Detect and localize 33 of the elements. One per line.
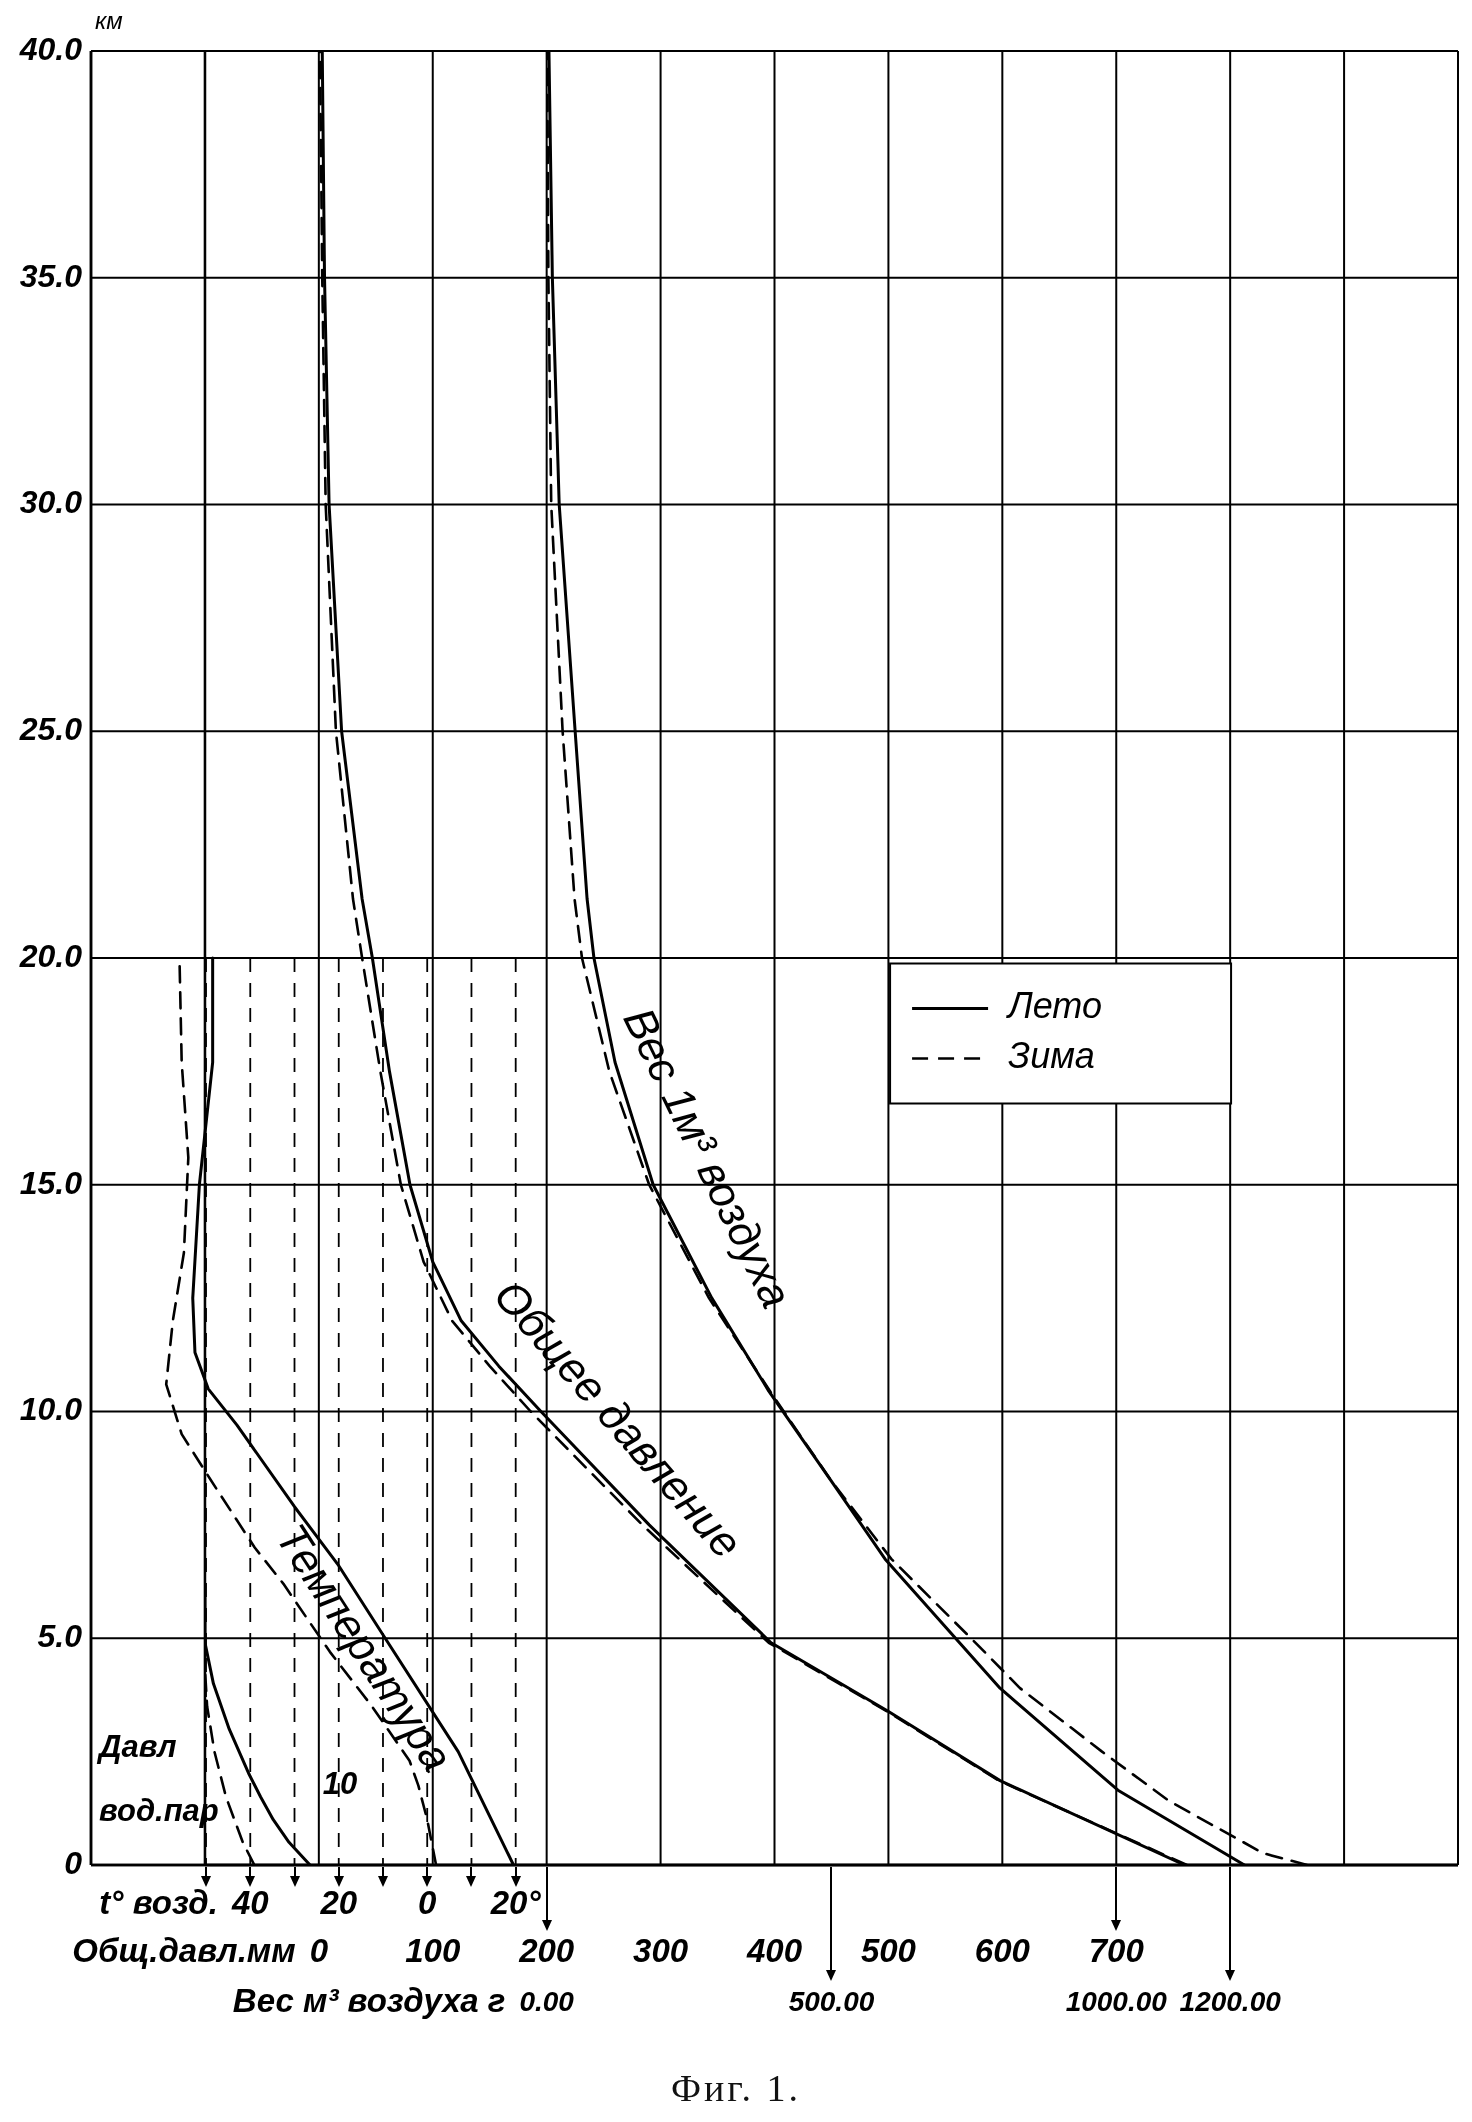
- x2-tick-label: 0: [418, 1884, 438, 1922]
- y-tick-label: 20.0: [18, 937, 83, 974]
- x-tick-label: 100: [405, 1932, 461, 1970]
- x-axis-title: Общ.давл.мм: [72, 1932, 296, 1970]
- y-tick-label: 30.0: [19, 484, 83, 521]
- x2-tick-label: 20°: [489, 1884, 542, 1922]
- y-tick-label: 15.0: [19, 1164, 83, 1201]
- x-tick-label: 300: [633, 1932, 689, 1970]
- x2-axis-title: t° возд.: [99, 1884, 218, 1922]
- y-axis-title: км: [95, 7, 123, 34]
- legend-label: Лето: [1006, 985, 1102, 1027]
- x-tick-label: 700: [1088, 1932, 1145, 1970]
- y-tick-label: 40.0: [18, 30, 83, 67]
- x-tick-label: 400: [745, 1932, 803, 1970]
- y-tick-label: 0: [64, 1844, 83, 1881]
- y-tick-label: 5.0: [37, 1618, 83, 1655]
- x2-tick-label: 40: [230, 1884, 270, 1922]
- y-tick-label: 10.0: [19, 1391, 83, 1428]
- legend-label: Зима: [1008, 1035, 1095, 1077]
- text: Фиг. 1.: [669, 2066, 803, 2110]
- x-axis-title: Вес м³ воздуха г: [232, 1982, 506, 2020]
- x-tick-label: 1000.00: [1065, 1985, 1168, 2017]
- y-tick-label: 35.0: [19, 257, 83, 294]
- x2-tick-label: 20: [319, 1884, 358, 1922]
- x-tick-label: 500: [860, 1932, 917, 1970]
- x-tick-label: 0.00: [519, 1985, 575, 2017]
- x-tick-label: 200: [518, 1932, 575, 1970]
- y-tick-label: 25.0: [18, 711, 83, 748]
- x-tick-label: 600: [974, 1932, 1031, 1970]
- x-tick-label: 0: [309, 1932, 329, 1970]
- x-tick-label: 1200.00: [1179, 1985, 1282, 2017]
- x-tick-label: 500.00: [788, 1985, 875, 2017]
- annotation: 10: [322, 1765, 358, 1801]
